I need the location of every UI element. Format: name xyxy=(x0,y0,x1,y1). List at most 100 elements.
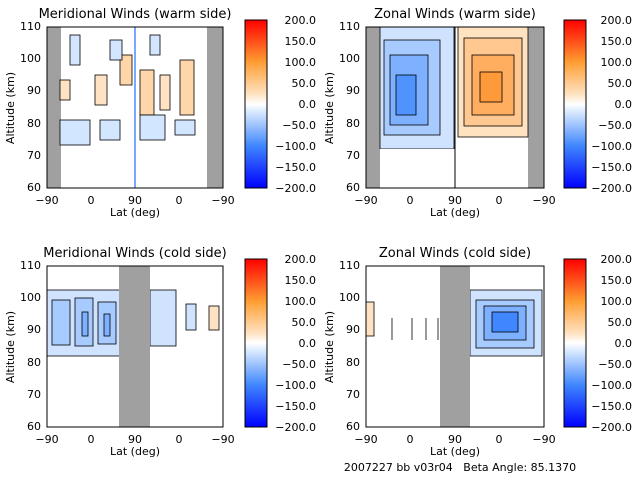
plot-frame xyxy=(365,265,545,428)
x-tick: −90 xyxy=(354,433,377,446)
y-tick: 60 xyxy=(346,181,360,194)
x-axis-label: Lat (deg) xyxy=(430,206,480,219)
y-tick: 80 xyxy=(27,117,41,130)
y-tick: 80 xyxy=(346,117,360,130)
colorbar-tick: −100.0 xyxy=(591,379,632,392)
y-tick: 80 xyxy=(346,356,360,369)
y-tick: 60 xyxy=(27,181,41,194)
panel-zonal-cold: Zonal Winds (cold side) Altitude (km) La… xyxy=(323,246,556,458)
colorbar-tick: 100.0 xyxy=(601,295,633,308)
y-ticks: 60 70 80 90 100 110 xyxy=(339,20,360,194)
colorbar-tick: 150.0 xyxy=(601,35,633,48)
x-tick: −90 xyxy=(532,433,555,446)
y-tick: 100 xyxy=(339,291,360,304)
y-ticks: 60 70 80 90 100 110 xyxy=(20,259,41,433)
colorbar-tick: −150.0 xyxy=(591,161,632,174)
colorbar-tick: −200.0 xyxy=(591,182,632,195)
x-tick: −90 xyxy=(35,433,58,446)
colorbar-meridional-cold: 200.0 150.0 100.0 50.0 0.0 −50.0 −100.0 … xyxy=(244,253,317,434)
panel-title: Zonal Winds (cold side) xyxy=(379,246,531,261)
colorbar-tick: 100.0 xyxy=(601,56,633,69)
colorbar-tick: −150.0 xyxy=(275,400,316,413)
colorbar-tick: −200.0 xyxy=(591,421,632,434)
colorbar-zonal-warm: 200.0 150.0 100.0 50.0 0.0 −50.0 −100.0 … xyxy=(563,14,633,195)
x-tick: 0 xyxy=(176,194,183,207)
x-tick: 90 xyxy=(448,433,462,446)
y-tick: 60 xyxy=(346,420,360,433)
colorbar-tick: 150.0 xyxy=(285,35,317,48)
colorbar-tick: 200.0 xyxy=(285,253,317,266)
wind-contours xyxy=(59,34,196,146)
y-tick: 90 xyxy=(346,323,360,336)
no-data-band xyxy=(47,27,61,188)
colorbar-tick: 200.0 xyxy=(601,253,633,266)
colorbar-zonal-cold: 200.0 150.0 100.0 50.0 0.0 −50.0 −100.0 … xyxy=(563,253,633,434)
colorbar-tick: −100.0 xyxy=(275,379,316,392)
no-data-band xyxy=(207,27,223,188)
no-data-band xyxy=(528,27,544,188)
y-axis-label: Altitude (km) xyxy=(4,72,17,144)
colorbar-tick: 200.0 xyxy=(601,14,633,27)
y-tick: 70 xyxy=(27,388,41,401)
plot-area xyxy=(366,27,544,188)
y-tick: 70 xyxy=(346,149,360,162)
no-data-band xyxy=(440,266,470,427)
colorbar-tick: −50.0 xyxy=(282,358,316,371)
panel-zonal-warm: Zonal Winds (warm side) Altitude (km) La… xyxy=(323,7,556,219)
y-tick: 100 xyxy=(20,52,41,65)
colorbar-tick: −50.0 xyxy=(598,358,632,371)
plot-area xyxy=(47,27,223,188)
colorbar-tick: −100.0 xyxy=(591,140,632,153)
x-tick: 0 xyxy=(88,433,95,446)
colorbar-tick: −50.0 xyxy=(598,119,632,132)
y-tick: 90 xyxy=(27,84,41,97)
colorbar-tick: −50.0 xyxy=(282,119,316,132)
x-tick: 90 xyxy=(128,194,142,207)
panel-title: Meridional Winds (warm side) xyxy=(39,7,232,22)
plot-area xyxy=(47,266,223,427)
colorbar-tick: −150.0 xyxy=(275,161,316,174)
x-tick: 0 xyxy=(407,433,414,446)
colorbar-tick: −200.0 xyxy=(275,421,316,434)
x-ticks: −90 0 90 0 −90 xyxy=(35,433,234,446)
footer-caption: 2007227 bb v03r04 Beta Angle: 85.1370 xyxy=(344,461,576,474)
plot-frame xyxy=(46,265,224,428)
colorbar-tick: 50.0 xyxy=(608,316,633,329)
panel-title: Zonal Winds (warm side) xyxy=(374,7,536,22)
colorbar-tick: 50.0 xyxy=(608,77,633,90)
y-axis-label: Altitude (km) xyxy=(323,72,336,144)
panel-meridional-cold: Meridional Winds (cold side) Altitude (k… xyxy=(4,246,235,458)
x-tick: 0 xyxy=(496,194,503,207)
x-tick: 0 xyxy=(496,433,503,446)
colorbar-tick: 0.0 xyxy=(615,98,633,111)
wind-contours xyxy=(47,289,220,357)
y-tick: 90 xyxy=(27,323,41,336)
y-tick: 110 xyxy=(339,20,360,33)
x-tick: −90 xyxy=(354,194,377,207)
x-axis-label: Lat (deg) xyxy=(430,445,480,458)
no-data-band xyxy=(366,27,380,188)
x-tick: 0 xyxy=(407,194,414,207)
colorbar-tick: 0.0 xyxy=(299,98,317,111)
x-ticks: −90 0 90 0 −90 xyxy=(35,194,234,207)
plot-frame xyxy=(365,26,545,189)
wind-contours xyxy=(379,27,529,150)
y-tick: 110 xyxy=(20,259,41,272)
x-tick: 90 xyxy=(448,194,462,207)
colorbar-tick: 100.0 xyxy=(285,56,317,69)
y-tick: 60 xyxy=(27,420,41,433)
x-tick: −90 xyxy=(35,194,58,207)
y-axis-label: Altitude (km) xyxy=(323,311,336,383)
colorbar-tick: −150.0 xyxy=(591,400,632,413)
y-ticks: 60 70 80 90 100 110 xyxy=(339,259,360,433)
colorbar-scale xyxy=(563,258,587,428)
wind-contours xyxy=(366,289,543,357)
colorbar-tick: −100.0 xyxy=(275,140,316,153)
colorbar-tick: 200.0 xyxy=(285,14,317,27)
plot-area xyxy=(366,266,544,427)
x-ticks: −90 0 90 0 −90 xyxy=(354,194,555,207)
colorbar-meridional-warm: 200.0 150.0 100.0 50.0 0.0 −50.0 −100.0 … xyxy=(244,14,317,195)
y-tick: 100 xyxy=(20,291,41,304)
colorbar-tick: −200.0 xyxy=(275,182,316,195)
y-tick: 110 xyxy=(20,20,41,33)
